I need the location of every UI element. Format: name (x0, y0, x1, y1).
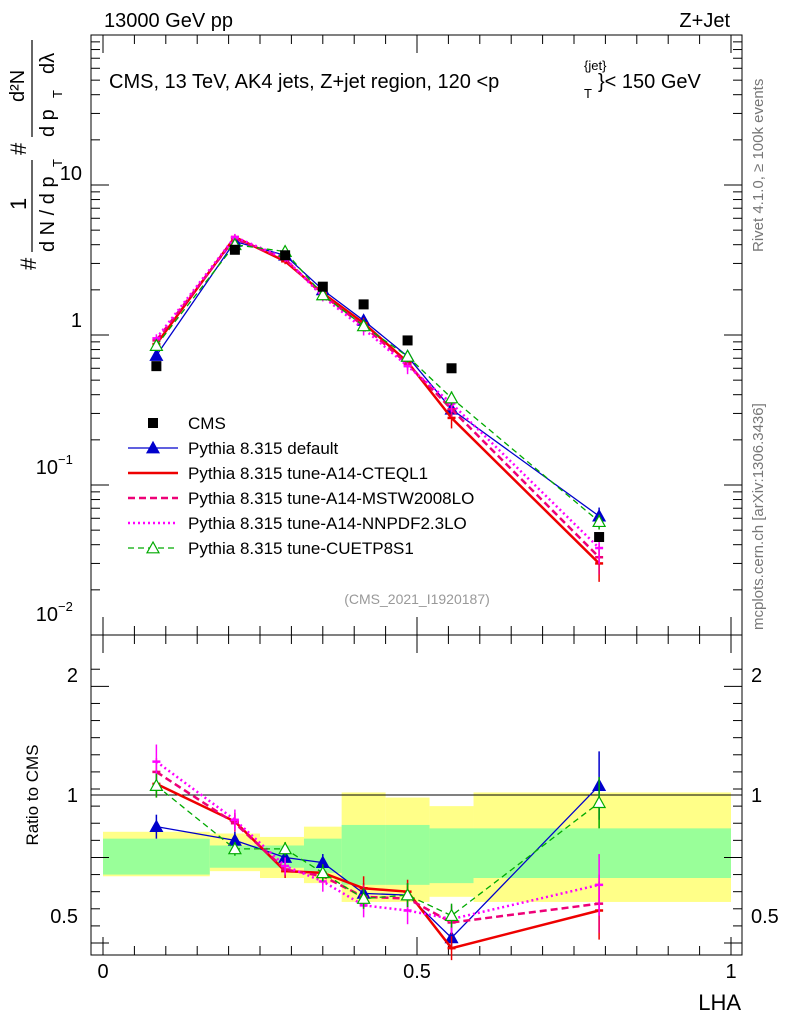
process-label: Z+Jet (679, 10, 730, 32)
ratio-point-cuetp8s1 (592, 795, 607, 809)
data-point-cms (280, 250, 291, 261)
plot-title-main: CMS, 13 TeV, AK4 jets, Z+jet region, 120… (109, 71, 499, 93)
mcplots-label: mcplots.cern.ch [arXiv:1306.3436] (750, 403, 767, 630)
y-label-dpt: d p (37, 109, 59, 137)
ratio-y-tick-1: 1 (67, 785, 78, 807)
data-point-cms (229, 244, 240, 255)
band-inner-bin (385, 824, 430, 885)
legend: CMS Pythia 8.315 default Pythia 8.315 tu… (128, 414, 474, 558)
data-point-cuetp8s1 (149, 338, 164, 351)
y-label-dlambda: dλ (37, 53, 59, 74)
data-point-cuetp8s1 (315, 287, 330, 301)
series-line-default (155, 240, 600, 517)
ratio-y-tick-2: 2 (67, 665, 78, 687)
rivet-version-label: Rivet 4.1.0, ≥ 100k events (750, 79, 767, 252)
y-label-denominator-sub: T (50, 159, 65, 167)
plot-title-end: }< 150 GeV (598, 71, 702, 93)
series-line-cuetp8s1 (155, 243, 600, 523)
band-inner-bin (473, 828, 731, 878)
y-tick-0.1-exp: −1 (58, 452, 73, 467)
ratio-series-layer (149, 744, 607, 961)
ratio-point-cuetp8s1 (278, 841, 293, 855)
energy-label: 13000 GeV pp (104, 10, 233, 32)
plot-title-sup: {jet} (584, 58, 607, 73)
data-point-cms (594, 532, 605, 543)
band-inner-bin (103, 838, 210, 875)
data-point-cms (317, 281, 328, 292)
legend-label-default: Pythia 8.315 default (188, 439, 339, 458)
legend-label-a14-cteql1: Pythia 8.315 tune-A14-CTEQL1 (188, 464, 428, 483)
y-tick-0.01-exp: −2 (58, 599, 73, 614)
ratio-point-cuetp8s1 (400, 887, 415, 901)
y-tick-10: 10 (60, 163, 82, 185)
y-label-denominator: d N / d p (37, 176, 59, 252)
main-series-layer (149, 233, 607, 582)
x-tick-0.5: 0.5 (403, 961, 431, 983)
plot-title: CMS, 13 TeV, AK4 jets, Z+jet region, 120… (109, 58, 702, 101)
legend-label-a14-mstw: Pythia 8.315 tune-A14-MSTW2008LO (188, 489, 474, 508)
ratio-line-a14nnpdf (155, 760, 600, 921)
y-tick-0.1-base: 10 (36, 457, 58, 479)
ratio-point-cuetp8s1 (315, 865, 330, 879)
legend-label-a14-nnpdf: Pythia 8.315 tune-A14-NNPDF2.3LO (188, 514, 467, 533)
data-point-cuetp8s1 (400, 349, 415, 362)
data-point-cuetp8s1 (444, 390, 459, 404)
x-tick-1: 1 (725, 961, 736, 983)
band-inner-bin (429, 828, 474, 884)
ratio-point-cuetp8s1 (444, 908, 459, 922)
ratio-y-axis-label: Ratio to CMS (23, 744, 42, 845)
y-tick-1: 1 (71, 310, 82, 332)
ratio-point-default (149, 819, 164, 833)
y-label-dpt-sub: T (50, 90, 65, 98)
legend-label-cms: CMS (188, 414, 226, 433)
y-label-hash-2: # (6, 142, 31, 155)
ratio-y-tick-1-right: 1 (751, 785, 762, 807)
x-axis-label: LHA (698, 990, 741, 1015)
band-inner-bin (341, 824, 386, 885)
analysis-id: (CMS_2021_I1920187) (344, 591, 490, 607)
plot-title-sub: T (584, 86, 592, 101)
legend-label-cuetp8s1: Pythia 8.315 tune-CUETP8S1 (188, 539, 414, 558)
data-point-cuetp8s1 (356, 318, 371, 332)
data-point-cms (402, 335, 413, 346)
ratio-point-cuetp8s1 (356, 891, 371, 904)
ratio-line-default (156, 785, 600, 939)
data-point-cuetp8s1 (592, 514, 607, 528)
y-label-one: 1 (6, 198, 31, 210)
ratio-y-tick-2-right: 2 (751, 665, 762, 687)
y-label-hash-1: # (16, 257, 41, 270)
ratio-point-cuetp8s1 (227, 841, 242, 855)
legend-marker-cms (148, 418, 158, 428)
axis-ticks (91, 35, 742, 955)
series-line-a14mstw (155, 236, 601, 559)
y-label-numerator: d²N (7, 70, 29, 102)
data-point-cms (151, 361, 162, 372)
legend-marker-default (145, 440, 161, 454)
data-point-default (149, 348, 164, 361)
legend-marker-cuetp8s1 (145, 540, 161, 554)
data-point-cms (446, 363, 457, 374)
data-point-cms (358, 299, 369, 310)
ratio-y-tick-0.5-right: 0.5 (751, 906, 779, 928)
x-tick-0: 0 (97, 961, 108, 983)
y-tick-0.01-base: 10 (36, 604, 58, 626)
ratio-y-tick-0.5: 0.5 (50, 906, 78, 928)
band-inner-bin (209, 845, 260, 868)
ratio-point-cuetp8s1 (149, 778, 164, 791)
y-axis-label: # 1 d N / d p T # d²N d p T dλ (6, 40, 65, 270)
